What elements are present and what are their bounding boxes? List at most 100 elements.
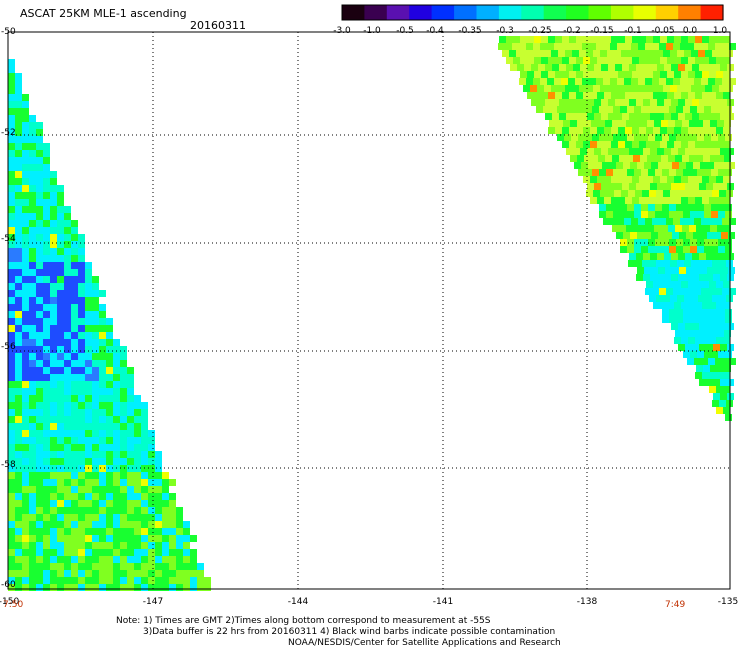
wind-cell bbox=[85, 374, 92, 381]
wind-cell bbox=[64, 262, 71, 269]
wind-cell bbox=[580, 64, 587, 71]
wind-cell bbox=[599, 169, 606, 176]
wind-cell bbox=[106, 493, 113, 500]
wind-cell bbox=[678, 253, 685, 260]
wind-cell bbox=[43, 360, 50, 367]
wind-cell bbox=[15, 94, 22, 101]
wind-cell bbox=[706, 148, 713, 155]
wind-cell bbox=[22, 276, 29, 283]
wind-cell bbox=[50, 248, 57, 255]
wind-cell bbox=[706, 183, 713, 190]
wind-cell bbox=[565, 85, 572, 92]
wind-cell bbox=[106, 472, 113, 479]
wind-cell bbox=[64, 290, 71, 297]
wind-cell bbox=[645, 78, 652, 85]
wind-cell bbox=[36, 507, 43, 514]
wind-cell bbox=[704, 239, 711, 246]
wind-cell bbox=[520, 71, 527, 78]
wind-cell bbox=[713, 323, 720, 330]
wind-cell bbox=[15, 129, 22, 136]
wind-cell bbox=[677, 190, 684, 197]
wind-cell bbox=[687, 358, 694, 365]
wind-cell bbox=[134, 423, 141, 430]
wind-cell bbox=[583, 71, 590, 78]
wind-cell bbox=[564, 134, 571, 141]
wind-cell bbox=[50, 423, 57, 430]
wind-cell bbox=[722, 218, 729, 225]
wind-cell bbox=[50, 444, 57, 451]
wind-cell bbox=[607, 85, 614, 92]
wind-cell bbox=[641, 211, 648, 218]
wind-cell bbox=[50, 430, 57, 437]
wind-cell bbox=[57, 192, 64, 199]
wind-cell bbox=[148, 444, 155, 451]
wind-cell bbox=[64, 297, 71, 304]
wind-cell bbox=[583, 36, 590, 43]
wind-cell bbox=[688, 141, 695, 148]
wind-cell bbox=[113, 367, 120, 374]
wind-cell bbox=[120, 423, 127, 430]
wind-cell bbox=[71, 416, 78, 423]
wind-cell bbox=[662, 204, 669, 211]
wind-cell bbox=[664, 253, 671, 260]
wind-cell bbox=[127, 542, 134, 549]
wind-cell bbox=[728, 267, 735, 274]
wind-cell bbox=[527, 92, 534, 99]
wind-cell bbox=[707, 162, 714, 169]
wind-cell bbox=[710, 225, 717, 232]
wind-cell bbox=[29, 115, 36, 122]
wind-cell bbox=[36, 143, 43, 150]
wind-cell bbox=[639, 36, 646, 43]
wind-cell bbox=[78, 479, 85, 486]
wind-cell bbox=[29, 283, 36, 290]
wind-cell bbox=[691, 50, 698, 57]
wind-cell bbox=[36, 283, 43, 290]
wind-cell bbox=[36, 122, 43, 129]
wind-cell bbox=[22, 507, 29, 514]
wind-cell bbox=[668, 155, 675, 162]
wind-cell bbox=[64, 423, 71, 430]
colorbar-swatch bbox=[342, 5, 365, 20]
wind-cell bbox=[15, 458, 22, 465]
wind-cell bbox=[655, 106, 662, 113]
wind-cell bbox=[92, 451, 99, 458]
wind-cell bbox=[545, 113, 552, 120]
wind-cell bbox=[662, 316, 669, 323]
wind-cell bbox=[688, 92, 695, 99]
wind-cell bbox=[22, 283, 29, 290]
wind-cell bbox=[29, 500, 36, 507]
lat-label: -54 bbox=[1, 234, 16, 244]
wind-cell bbox=[642, 85, 649, 92]
wind-cell bbox=[78, 549, 85, 556]
wind-cell bbox=[634, 211, 641, 218]
wind-cell bbox=[36, 395, 43, 402]
wind-cell bbox=[682, 225, 689, 232]
wind-cell bbox=[50, 262, 57, 269]
wind-cell bbox=[648, 211, 655, 218]
wind-cell bbox=[728, 162, 735, 169]
wind-cell bbox=[670, 295, 677, 302]
wind-cell bbox=[85, 325, 92, 332]
wind-cell bbox=[78, 339, 85, 346]
wind-cell bbox=[134, 563, 141, 570]
wind-cell bbox=[682, 120, 689, 127]
wind-cell bbox=[597, 127, 604, 134]
wind-cell bbox=[85, 437, 92, 444]
wind-cell bbox=[695, 71, 702, 78]
wind-cell bbox=[15, 584, 22, 591]
wind-cell bbox=[29, 269, 36, 276]
wind-cell bbox=[148, 458, 155, 465]
wind-cell bbox=[569, 127, 576, 134]
wind-cell bbox=[43, 500, 50, 507]
wind-cell bbox=[57, 206, 64, 213]
wind-cell bbox=[8, 150, 15, 157]
wind-cell bbox=[22, 234, 29, 241]
wind-cell bbox=[628, 260, 635, 267]
wind-cell bbox=[716, 407, 723, 414]
wind-cell bbox=[573, 99, 580, 106]
wind-cell bbox=[656, 295, 663, 302]
wind-cell bbox=[594, 183, 601, 190]
wind-cell bbox=[716, 197, 723, 204]
wind-cell bbox=[664, 113, 671, 120]
wind-cell bbox=[92, 304, 99, 311]
